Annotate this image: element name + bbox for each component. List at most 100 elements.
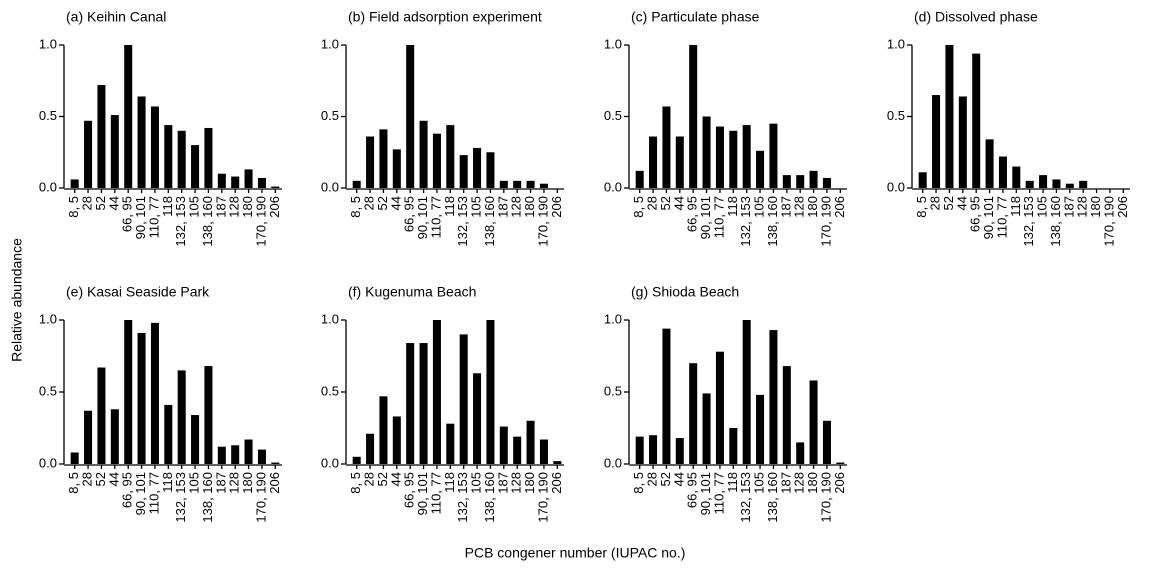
x-tick-label: 8, 5	[631, 196, 646, 218]
bar	[204, 366, 213, 464]
bar	[702, 116, 711, 188]
bar	[366, 136, 375, 188]
chart-title: (a) Keihin Canal	[66, 9, 166, 25]
x-tick-label: 28	[80, 196, 95, 210]
bar	[715, 126, 724, 188]
x-tick-label: 128	[792, 196, 807, 218]
x-tick-label: 138, 160	[200, 472, 215, 523]
x-tick-label: 52	[375, 196, 390, 210]
bar	[244, 439, 253, 464]
x-tick-label: 180	[522, 472, 537, 494]
bar	[110, 409, 119, 464]
x-tick-label: 180	[1088, 196, 1103, 218]
x-tick-label: 110, 77	[428, 472, 443, 514]
y-tick-label: 1.0	[321, 311, 339, 326]
bar	[446, 125, 455, 188]
x-tick-label: 44	[106, 472, 121, 486]
bar	[972, 53, 981, 188]
bar	[150, 106, 159, 188]
x-tick-label: 52	[375, 472, 390, 486]
x-tick-label: 52	[93, 196, 108, 210]
bar	[822, 420, 831, 464]
y-tick-label: 0.5	[604, 108, 622, 123]
bar	[742, 320, 751, 464]
x-tick-label: 105	[469, 472, 484, 494]
bar	[513, 436, 522, 464]
bar	[945, 45, 954, 188]
x-tick-label: 8, 5	[348, 196, 363, 218]
bar	[191, 145, 200, 188]
x-tick-label: 28	[928, 196, 943, 210]
y-tick-label: 0.0	[39, 179, 57, 194]
x-tick-label: 110, 77	[428, 196, 443, 238]
y-tick-label: 0.0	[604, 455, 622, 470]
x-tick-label: 138, 160	[765, 196, 780, 247]
x-tick-label: 132, 153	[455, 472, 470, 523]
x-tick-label: 138, 160	[1048, 196, 1063, 247]
x-tick-label: 90, 101	[981, 196, 996, 239]
bar	[257, 449, 266, 464]
x-tick-label: 128	[227, 472, 242, 494]
x-tick-label: 180	[240, 472, 255, 494]
bar	[836, 462, 845, 464]
x-tick-label: 187	[213, 472, 228, 494]
bar	[473, 373, 482, 464]
bar	[352, 456, 361, 464]
x-tick-label: 118	[725, 472, 740, 493]
bar	[486, 320, 495, 464]
x-tick-label: 28	[80, 472, 95, 486]
x-tick-label: 206	[549, 196, 564, 218]
x-tick-label: 170, 190	[535, 472, 550, 523]
x-tick-label: 90, 101	[698, 472, 713, 515]
bar	[499, 426, 508, 464]
bar	[689, 363, 698, 464]
x-tick-label: 8, 5	[914, 196, 929, 218]
bar	[392, 149, 401, 188]
x-tick-label: 28	[362, 196, 377, 210]
y-tick-label: 1.0	[321, 36, 339, 51]
bar	[150, 322, 159, 464]
bar	[756, 150, 765, 188]
bar	[459, 155, 468, 188]
x-tick-label: 138, 160	[765, 472, 780, 523]
x-tick-label: 138, 160	[200, 196, 215, 247]
bar	[932, 95, 941, 188]
bar	[662, 106, 671, 188]
bar	[918, 172, 927, 188]
x-tick-label: 90, 101	[133, 472, 148, 515]
bar	[271, 186, 280, 188]
x-tick-label: 170, 190	[253, 472, 268, 523]
bar	[97, 367, 106, 464]
x-tick-label: 66, 95	[968, 196, 983, 232]
x-tick-label: 206	[1115, 196, 1130, 218]
x-tick-label: 187	[213, 196, 228, 218]
x-tick-label: 128	[1075, 196, 1090, 218]
bar	[366, 433, 375, 464]
x-tick-label: 90, 101	[415, 196, 430, 239]
x-tick-label: 187	[1061, 196, 1076, 218]
y-tick-label: 0.5	[604, 383, 622, 398]
bar	[729, 428, 738, 464]
x-tick-label: 118	[160, 196, 175, 217]
bar	[204, 127, 213, 188]
bar	[164, 125, 173, 188]
x-tick-label: 110, 77	[146, 196, 161, 238]
x-tick-label: 28	[362, 472, 377, 486]
bar	[513, 180, 522, 188]
x-tick-label: 8, 5	[66, 472, 81, 494]
bar	[822, 177, 831, 188]
x-tick-label: 206	[549, 472, 564, 494]
bar	[419, 120, 428, 188]
bar	[217, 173, 226, 188]
chart-title: (b) Field adsorption experiment	[348, 9, 542, 25]
x-tick-label: 187	[778, 472, 793, 494]
bar	[675, 438, 684, 464]
x-tick-label: 128	[227, 196, 242, 218]
bar	[782, 175, 791, 188]
x-tick-label: 170, 190	[1101, 196, 1116, 247]
chart-title: (g) Shioda Beach	[631, 284, 739, 300]
y-tick-label: 1.0	[39, 311, 57, 326]
bar	[177, 370, 186, 464]
x-tick-label: 180	[240, 196, 255, 218]
bar	[1065, 183, 1074, 188]
